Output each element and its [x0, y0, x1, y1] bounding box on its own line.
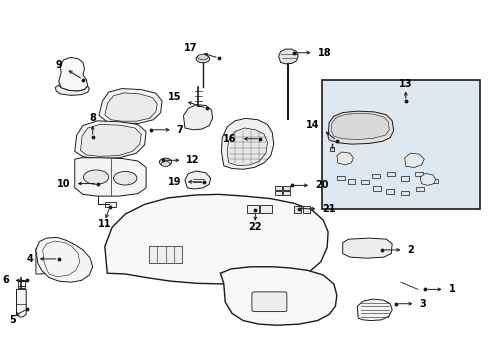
Polygon shape — [99, 89, 162, 123]
Bar — [329, 147, 333, 150]
Bar — [400, 191, 408, 195]
Ellipse shape — [197, 54, 208, 60]
Polygon shape — [17, 289, 26, 317]
Bar — [294, 206, 300, 213]
Polygon shape — [36, 243, 70, 274]
Text: 18: 18 — [317, 48, 330, 58]
Polygon shape — [330, 113, 388, 139]
Polygon shape — [75, 121, 146, 158]
Ellipse shape — [83, 170, 108, 184]
Text: 4: 4 — [26, 254, 33, 264]
Polygon shape — [81, 125, 141, 156]
Text: 7: 7 — [176, 125, 183, 135]
Text: 20: 20 — [314, 180, 328, 190]
Bar — [386, 189, 393, 194]
Bar — [336, 176, 344, 180]
Bar — [416, 187, 424, 192]
Polygon shape — [104, 93, 157, 121]
Polygon shape — [278, 49, 297, 64]
Bar — [283, 191, 290, 195]
Bar — [274, 191, 281, 195]
Bar — [104, 202, 115, 207]
Bar — [302, 206, 309, 213]
Polygon shape — [75, 158, 146, 196]
Polygon shape — [327, 111, 393, 144]
Text: 1: 1 — [447, 284, 454, 294]
Text: 10: 10 — [57, 179, 71, 189]
Text: 16: 16 — [223, 134, 236, 144]
Bar — [19, 280, 25, 288]
Text: 3: 3 — [419, 299, 425, 309]
Text: 5: 5 — [9, 315, 16, 325]
Text: 11: 11 — [98, 219, 111, 229]
Text: 22: 22 — [248, 222, 262, 231]
Polygon shape — [221, 118, 273, 169]
Text: 8: 8 — [89, 113, 96, 123]
Bar — [246, 205, 258, 213]
Text: 19: 19 — [167, 177, 181, 187]
Bar — [386, 172, 394, 176]
Polygon shape — [404, 153, 424, 167]
Polygon shape — [184, 171, 210, 189]
Bar — [322, 80, 479, 209]
Text: 12: 12 — [186, 155, 200, 165]
Polygon shape — [55, 85, 89, 95]
Text: 13: 13 — [398, 79, 412, 89]
Polygon shape — [420, 174, 435, 185]
Polygon shape — [104, 194, 327, 284]
Ellipse shape — [113, 171, 137, 185]
Ellipse shape — [196, 55, 209, 63]
Text: 15: 15 — [167, 92, 181, 102]
Bar — [274, 186, 281, 190]
Ellipse shape — [159, 158, 171, 166]
Bar — [415, 172, 423, 176]
Polygon shape — [220, 267, 336, 325]
Bar — [372, 186, 380, 191]
Text: 21: 21 — [322, 204, 335, 214]
Bar — [347, 179, 355, 184]
Polygon shape — [59, 57, 88, 91]
Bar — [148, 246, 181, 263]
Bar — [361, 180, 368, 184]
FancyBboxPatch shape — [251, 292, 286, 312]
Polygon shape — [336, 152, 353, 165]
Bar — [400, 176, 408, 181]
Ellipse shape — [161, 161, 169, 167]
Text: 14: 14 — [305, 121, 319, 130]
Polygon shape — [227, 128, 267, 166]
Text: 6: 6 — [2, 275, 9, 285]
Polygon shape — [342, 238, 391, 258]
Text: 2: 2 — [407, 245, 413, 255]
Polygon shape — [183, 105, 212, 130]
Bar — [429, 179, 437, 183]
Bar — [371, 174, 379, 178]
Text: 9: 9 — [55, 59, 62, 69]
Polygon shape — [357, 299, 391, 320]
Bar — [283, 186, 290, 190]
Bar — [260, 205, 272, 213]
Polygon shape — [36, 237, 93, 282]
Text: 17: 17 — [183, 44, 197, 53]
